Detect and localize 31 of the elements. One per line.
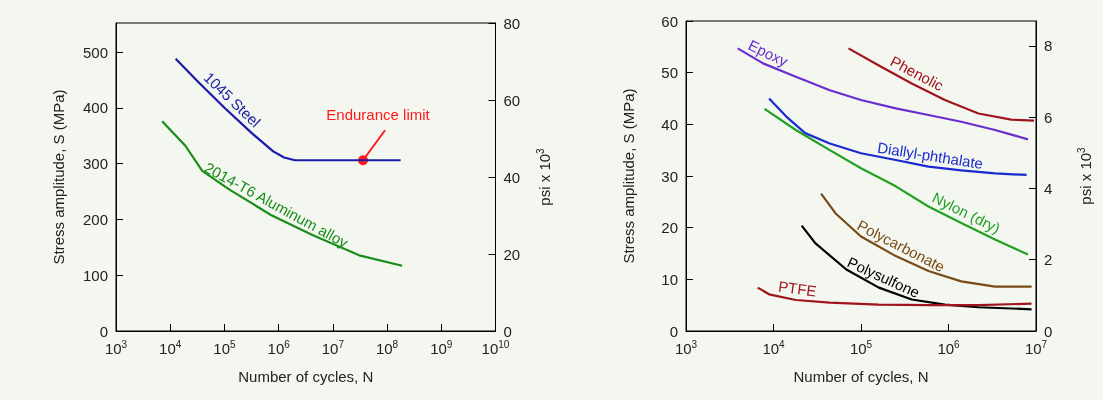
y2-tick-label: 6 <box>1044 108 1053 126</box>
y-tick-label: 500 <box>82 43 108 61</box>
y2-tick-label: 2 <box>1044 251 1053 269</box>
y-tick-label: 400 <box>82 99 108 117</box>
y-tick-label: 10 <box>661 270 678 288</box>
y2-tick-label: 20 <box>503 245 521 263</box>
y-tick-label: 60 <box>661 12 678 30</box>
y2-tick-label: 40 <box>503 168 521 186</box>
y2-tick-label: 4 <box>1044 179 1053 197</box>
y-tick-label: 200 <box>82 210 108 228</box>
y-axis-title: Stress amplitude, S (MPa) <box>50 89 67 265</box>
annotation: Endurance limit <box>326 106 431 124</box>
y2-tick-label: 80 <box>503 14 521 32</box>
y-tick-label: 300 <box>82 155 108 173</box>
y2-tick-label: 0 <box>1044 322 1053 340</box>
y2-tick-label: 0 <box>503 322 512 340</box>
y2-axis-title: psi x 103 <box>1075 146 1094 205</box>
y2-tick-label: 8 <box>1044 37 1053 55</box>
y-tick-label: 50 <box>661 64 678 82</box>
y-tick-label: 0 <box>669 322 678 340</box>
y2-tick-label: 60 <box>503 91 521 109</box>
y-tick-label: 20 <box>661 219 678 237</box>
text: PTFE <box>777 277 818 300</box>
y-tick-label: 40 <box>661 115 678 133</box>
y-axis-title: Stress amplitude, S (MPa) <box>620 88 637 264</box>
y2-axis-title: psi x 103 <box>535 147 553 206</box>
y-tick-label: 100 <box>82 266 108 284</box>
y-tick-label: 30 <box>661 167 678 185</box>
x-axis-title: Number of cycles, N <box>793 368 929 385</box>
x-axis-title: Number of cycles, N <box>238 368 374 385</box>
y-tick-label: 0 <box>99 322 108 340</box>
